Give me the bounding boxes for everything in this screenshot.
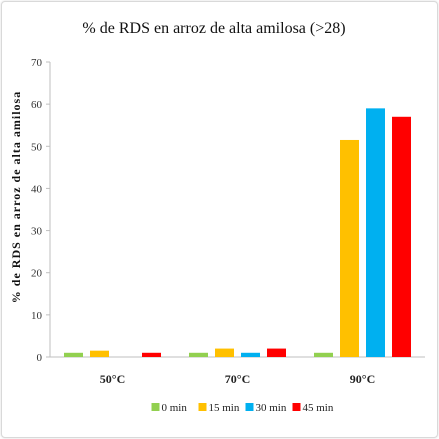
legend-swatch — [292, 403, 301, 411]
legend-item: 15 min — [198, 402, 240, 414]
legend-swatch — [198, 403, 207, 411]
bar-30-min-70C — [241, 352, 260, 357]
bar-0-min-50C — [64, 352, 83, 357]
legend-swatch — [245, 403, 254, 411]
y-tick-label: 10 — [31, 310, 43, 322]
legend-label: 45 min — [303, 402, 334, 414]
bar-series-group — [64, 108, 411, 358]
y-tick-label: 20 — [31, 268, 43, 280]
x-category-label: 90°C — [350, 372, 375, 386]
bar-15-min-90C — [340, 139, 359, 357]
x-axis-categories: 50°C 70°C 90°C — [100, 372, 375, 386]
legend-item: 0 min — [151, 402, 188, 414]
legend-swatch — [151, 403, 160, 411]
bar-45-min-90C — [392, 116, 411, 358]
x-category-label: 50°C — [100, 372, 125, 386]
chart-title: % de RDS en arroz de alta amilosa (>28) — [82, 20, 345, 37]
y-axis-label: % de RDS en arroz de alta amilosa — [9, 91, 23, 303]
bar-30-min-90C — [366, 108, 385, 357]
y-axis-ticks: 0 10 20 30 40 50 60 70 — [31, 57, 50, 364]
bar-0-min-70C — [189, 352, 208, 357]
y-tick-label: 0 — [37, 352, 43, 364]
legend-label: 15 min — [209, 402, 240, 414]
bar-45-min-50C — [142, 352, 161, 357]
y-tick-label: 30 — [31, 226, 43, 238]
bar-45-min-70C — [267, 348, 286, 357]
y-tick-label: 40 — [31, 183, 43, 195]
x-category-label: 70°C — [225, 372, 250, 386]
y-tick-label: 50 — [31, 141, 43, 153]
y-tick-label: 70 — [31, 57, 43, 69]
bar-15-min-70C — [215, 348, 234, 357]
bar-0-min-90C — [314, 352, 333, 357]
legend-item: 45 min — [292, 402, 334, 414]
legend-label: 30 min — [256, 402, 287, 414]
legend-item: 30 min — [245, 402, 287, 414]
y-tick-label: 60 — [31, 99, 43, 111]
legend-label: 0 min — [162, 402, 188, 414]
bar-15-min-50C — [90, 350, 109, 357]
chart-legend: 0 min 15 min 30 min 45 min — [151, 402, 334, 414]
